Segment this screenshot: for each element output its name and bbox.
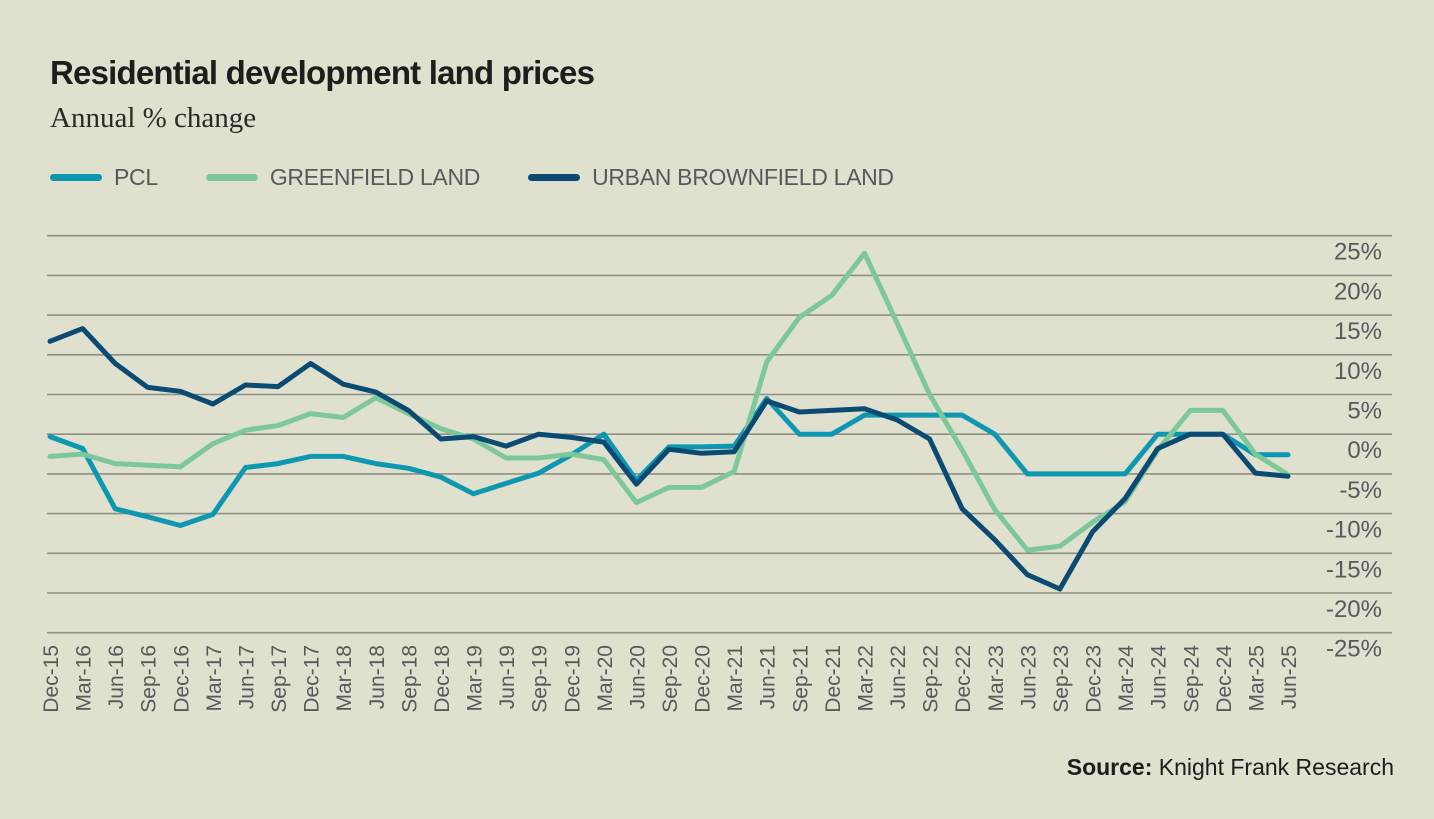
legend-swatch-greenfield xyxy=(205,174,258,181)
y-tick-label: 0% xyxy=(1347,437,1382,464)
chart-subtitle: Annual % change xyxy=(50,102,257,134)
y-tick-label: -5% xyxy=(1339,477,1382,504)
x-tick-label: Sep-19 xyxy=(529,645,552,713)
x-tick-label: Jun-25 xyxy=(1278,645,1301,709)
legend-label-greenfield: GREENFIELD LAND xyxy=(269,164,481,190)
y-tick-label: -15% xyxy=(1326,556,1382,583)
x-tick-label: Mar-18 xyxy=(333,645,356,712)
y-axis-ticks: 25% 20% 15% 10% 5% 0% -5% -10% -15% -20% -25% xyxy=(1326,239,1382,663)
y-tick-label: -25% xyxy=(1326,636,1382,663)
x-tick-label: Jun-16 xyxy=(105,645,128,709)
x-tick-label: Mar-19 xyxy=(464,645,487,712)
y-tick-label: 15% xyxy=(1334,318,1382,345)
legend-swatch-pcl xyxy=(50,174,102,181)
y-tick-label: 10% xyxy=(1334,358,1382,385)
x-tick-label: Sep-16 xyxy=(138,645,161,713)
x-tick-label: Sep-21 xyxy=(789,645,812,713)
x-tick-label: Dec-19 xyxy=(561,645,584,713)
x-tick-label: Dec-20 xyxy=(692,645,715,713)
x-axis-ticks: Dec-15 Mar-16 Jun-16 Sep-16 Dec-16 Mar-17 Jun-… xyxy=(40,645,1301,713)
x-tick-label: Jun-19 xyxy=(496,645,519,709)
x-tick-label: Mar-25 xyxy=(1245,645,1268,712)
series-lines xyxy=(47,250,1291,592)
x-tick-label: Dec-22 xyxy=(952,645,975,713)
y-tick-label: -20% xyxy=(1326,596,1382,623)
legend-swatch-urban-brownfield xyxy=(528,174,581,181)
x-tick-label: Mar-20 xyxy=(594,645,617,712)
x-tick-label: Sep-17 xyxy=(268,645,291,713)
source-label: Source: xyxy=(1066,754,1153,780)
x-tick-label: Dec-18 xyxy=(431,645,454,713)
x-tick-label: Jun-18 xyxy=(366,645,389,709)
series-line-urban-brownfield-land xyxy=(47,326,1291,592)
y-tick-label: 20% xyxy=(1334,278,1382,305)
x-tick-label: Dec-23 xyxy=(1083,645,1106,713)
x-tick-label: Sep-22 xyxy=(920,645,943,713)
x-tick-label: Mar-17 xyxy=(203,645,226,712)
y-tick-label: 25% xyxy=(1334,239,1382,266)
x-tick-label: Jun-24 xyxy=(1148,645,1171,710)
x-tick-label: Dec-16 xyxy=(170,645,193,713)
x-tick-label: Dec-17 xyxy=(301,645,324,713)
series-line-pcl xyxy=(47,396,1291,528)
x-tick-label: Dec-15 xyxy=(40,645,63,713)
x-tick-label: Jun-20 xyxy=(626,645,649,709)
x-tick-label: Sep-23 xyxy=(1050,645,1073,713)
source-note: Source: Knight Frank Research xyxy=(1067,754,1394,781)
legend-label-pcl: PCL xyxy=(114,164,158,190)
x-tick-label: Sep-20 xyxy=(659,645,682,713)
y-tick-label: -10% xyxy=(1326,517,1382,544)
chart-title: Residential development land prices xyxy=(50,54,595,91)
x-tick-label: Mar-24 xyxy=(1115,645,1138,712)
x-tick-label: Jun-17 xyxy=(235,645,258,709)
x-tick-label: Jun-22 xyxy=(887,645,910,709)
legend-item-greenfield: GREENFIELD LAND xyxy=(205,164,481,191)
legend-item-urban-brownfield: URBAN BROWNFIELD LAND xyxy=(528,164,894,191)
x-tick-label: Jun-23 xyxy=(1017,645,1040,709)
x-tick-label: Mar-16 xyxy=(73,645,96,712)
x-tick-label: Mar-22 xyxy=(854,645,877,712)
legend-item-pcl: PCL xyxy=(50,164,158,191)
x-tick-label: Jun-21 xyxy=(757,645,780,709)
x-tick-label: Dec-21 xyxy=(822,645,845,713)
legend-label-urban-brownfield: URBAN BROWNFIELD LAND xyxy=(592,164,894,190)
source-text: Knight Frank Research xyxy=(1152,754,1394,780)
x-tick-label: Sep-18 xyxy=(398,645,421,713)
x-tick-label: Sep-24 xyxy=(1180,645,1203,713)
x-tick-label: Mar-23 xyxy=(985,645,1008,712)
x-tick-label: Mar-21 xyxy=(724,645,747,712)
y-tick-label: 5% xyxy=(1347,398,1382,425)
legend: PCL GREENFIELD LAND URBAN BROWNFIELD LAN… xyxy=(50,164,942,191)
series-line-greenfield-land xyxy=(47,250,1291,553)
x-tick-label: Dec-24 xyxy=(1213,645,1236,713)
